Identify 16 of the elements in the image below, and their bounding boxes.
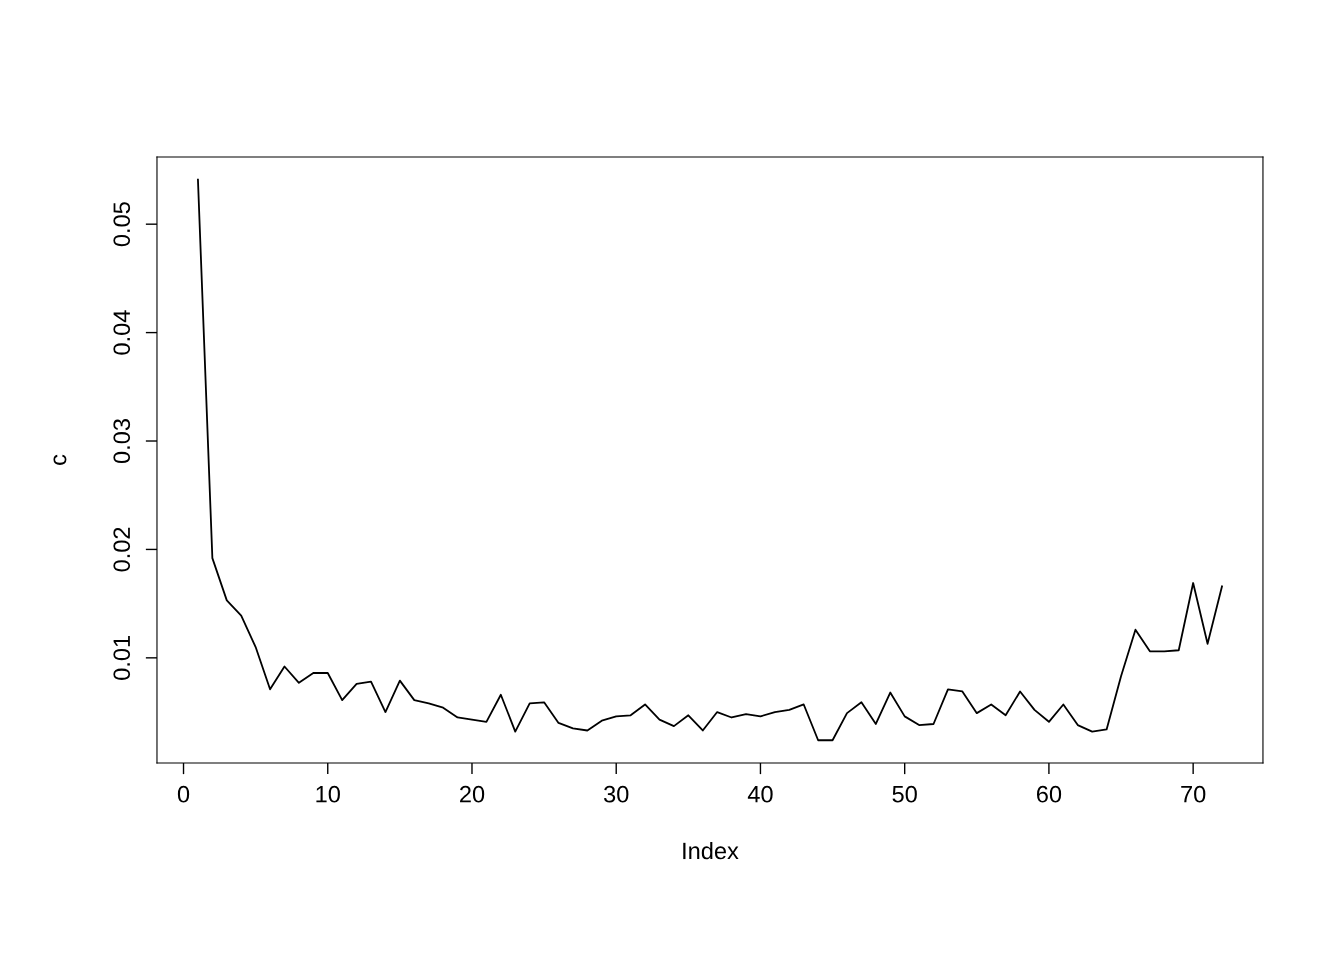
y-tick-label: 0.03 <box>113 419 131 464</box>
y-tick-label: 0.05 <box>113 202 131 247</box>
y-tick-label: 0.02 <box>113 527 131 572</box>
x-tick-label: 30 <box>603 785 629 803</box>
x-tick-label: 10 <box>316 785 340 803</box>
x-tick-label: 40 <box>747 785 773 803</box>
x-tick-label: 70 <box>1181 785 1206 803</box>
line-series <box>197 178 1223 742</box>
x-tick-label: 60 <box>1036 785 1062 803</box>
x-tick-label: 0 <box>177 785 190 803</box>
x-tick-label: 50 <box>892 785 917 803</box>
y-tick-label: 0.04 <box>113 310 131 355</box>
y-tick-label: 0.01 <box>113 636 131 680</box>
y-axis-title: c <box>53 454 67 465</box>
x-axis-title: Index <box>683 841 739 860</box>
x-tick-label: 20 <box>460 785 485 803</box>
